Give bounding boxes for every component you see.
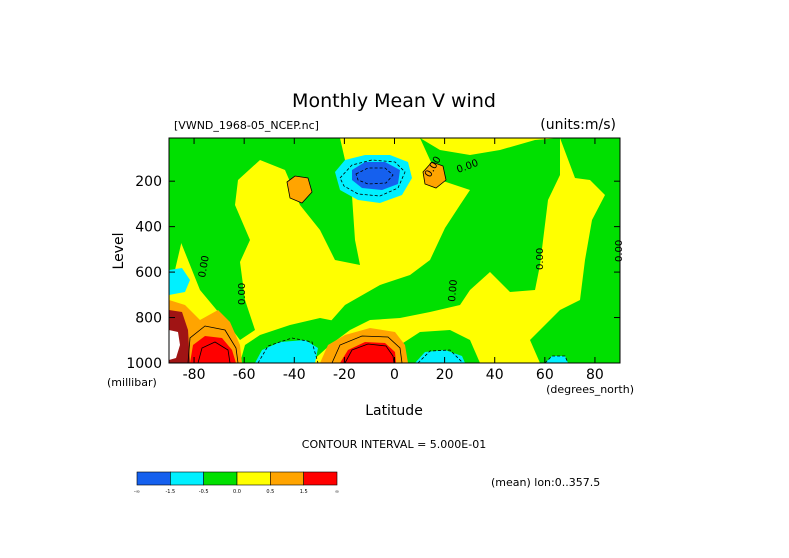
x-axis-title: Latitude bbox=[365, 403, 423, 419]
file-label: [VWND_1968-05_NCEP.nc] bbox=[174, 119, 319, 132]
plot-area: 0.00 0.00 0.00 0.00 0.00 0.00 0.00 bbox=[168, 137, 625, 364]
region-green-upper-left bbox=[169, 138, 360, 340]
chart-title: Monthly Mean V wind bbox=[292, 90, 496, 112]
y-axis-title: Level bbox=[111, 233, 127, 270]
colorbar-label: -0.5 bbox=[199, 489, 209, 495]
contour-negative-right bbox=[544, 355, 569, 364]
region-green-upper-mid bbox=[330, 138, 560, 330]
contour-negative-bottom-mid bbox=[417, 349, 464, 364]
x-tick-label: -40 bbox=[283, 367, 306, 383]
region-red-bottom-mid bbox=[340, 342, 396, 363]
colorbar: -∞ -1.5 -0.5 0.0 0.5 1.5 ∞ bbox=[134, 471, 339, 495]
x-tick-label: -60 bbox=[233, 367, 256, 383]
contour-positive-bottom-mid-1 bbox=[331, 335, 403, 364]
colorbar-label: 1.5 bbox=[300, 489, 308, 495]
colorbar-swatch bbox=[270, 471, 304, 486]
x-axis-unit: (degrees_north) bbox=[546, 383, 634, 396]
contour-label: 0.00 bbox=[535, 248, 546, 270]
region-red-bottom-left bbox=[190, 336, 236, 363]
y-tick-label: 400 bbox=[135, 220, 162, 236]
contour-positive-bottom-mid-2 bbox=[344, 343, 395, 364]
region-cyan-left-edge bbox=[169, 268, 190, 295]
contour-interval-text: CONTOUR INTERVAL = 5.000E-01 bbox=[302, 438, 486, 451]
colorbar-swatch bbox=[303, 471, 338, 486]
colorbar-label-end: ∞ bbox=[335, 489, 339, 495]
region-green-right bbox=[530, 138, 620, 363]
mean-note: (mean) lon:0..357.5 bbox=[491, 476, 600, 489]
contour-positive-bottom-left-1 bbox=[187, 325, 239, 364]
y-tick-label: 200 bbox=[135, 174, 162, 190]
region-orange-small-2 bbox=[423, 162, 446, 188]
units-label: (units:m/s) bbox=[540, 117, 616, 133]
contour-label: 0.00 bbox=[237, 283, 248, 305]
contour-small-2 bbox=[422, 161, 447, 189]
contour-positive-bottom-left-2 bbox=[197, 341, 231, 364]
y-tick-label: 600 bbox=[135, 265, 162, 281]
contour-negative-upper-inner bbox=[355, 167, 394, 185]
colorbar-swatch bbox=[136, 471, 171, 486]
contour-lines bbox=[187, 159, 569, 364]
region-cyan-bottom-left bbox=[255, 340, 318, 363]
colorbar-label: 0.5 bbox=[266, 489, 274, 495]
x-axis: -80 -60 -40 -20 0 20 40 60 80 bbox=[183, 138, 604, 383]
contour-label: 0.00 bbox=[197, 255, 212, 279]
x-tick-label: 60 bbox=[536, 367, 554, 383]
y-tick-label: 800 bbox=[135, 311, 162, 327]
colorbar-label: -∞ bbox=[134, 489, 140, 495]
region-green-bottom-mid bbox=[395, 330, 480, 363]
contour-label: 0.00 bbox=[447, 279, 460, 302]
y-tick-label: 1000 bbox=[126, 356, 162, 372]
colorbar-swatch bbox=[203, 471, 238, 486]
x-tick-label: -20 bbox=[333, 367, 356, 383]
x-tick-label: -80 bbox=[183, 367, 206, 383]
colorbar-swatch bbox=[236, 471, 271, 486]
contour-negative-bottom-left bbox=[257, 337, 319, 364]
x-tick-label: 20 bbox=[436, 367, 454, 383]
colorbar-label: -1.5 bbox=[165, 489, 175, 495]
region-blue-core bbox=[352, 162, 400, 190]
y-axis-unit: (millibar) bbox=[107, 376, 157, 389]
region-missing-left bbox=[169, 330, 180, 360]
contour-small-1 bbox=[286, 175, 313, 204]
x-tick-label: 80 bbox=[586, 367, 604, 383]
colorbar-swatch bbox=[170, 471, 204, 486]
contour-negative-upper bbox=[339, 159, 406, 197]
region-orange-small-1 bbox=[287, 176, 312, 203]
x-tick-label: 40 bbox=[486, 367, 504, 383]
y-axis: 200 400 600 800 1000 bbox=[126, 174, 620, 372]
colorbar-label: 0.0 bbox=[233, 489, 241, 495]
x-tick-label: 0 bbox=[390, 367, 399, 383]
region-cyan-bottom-mid bbox=[415, 350, 465, 363]
